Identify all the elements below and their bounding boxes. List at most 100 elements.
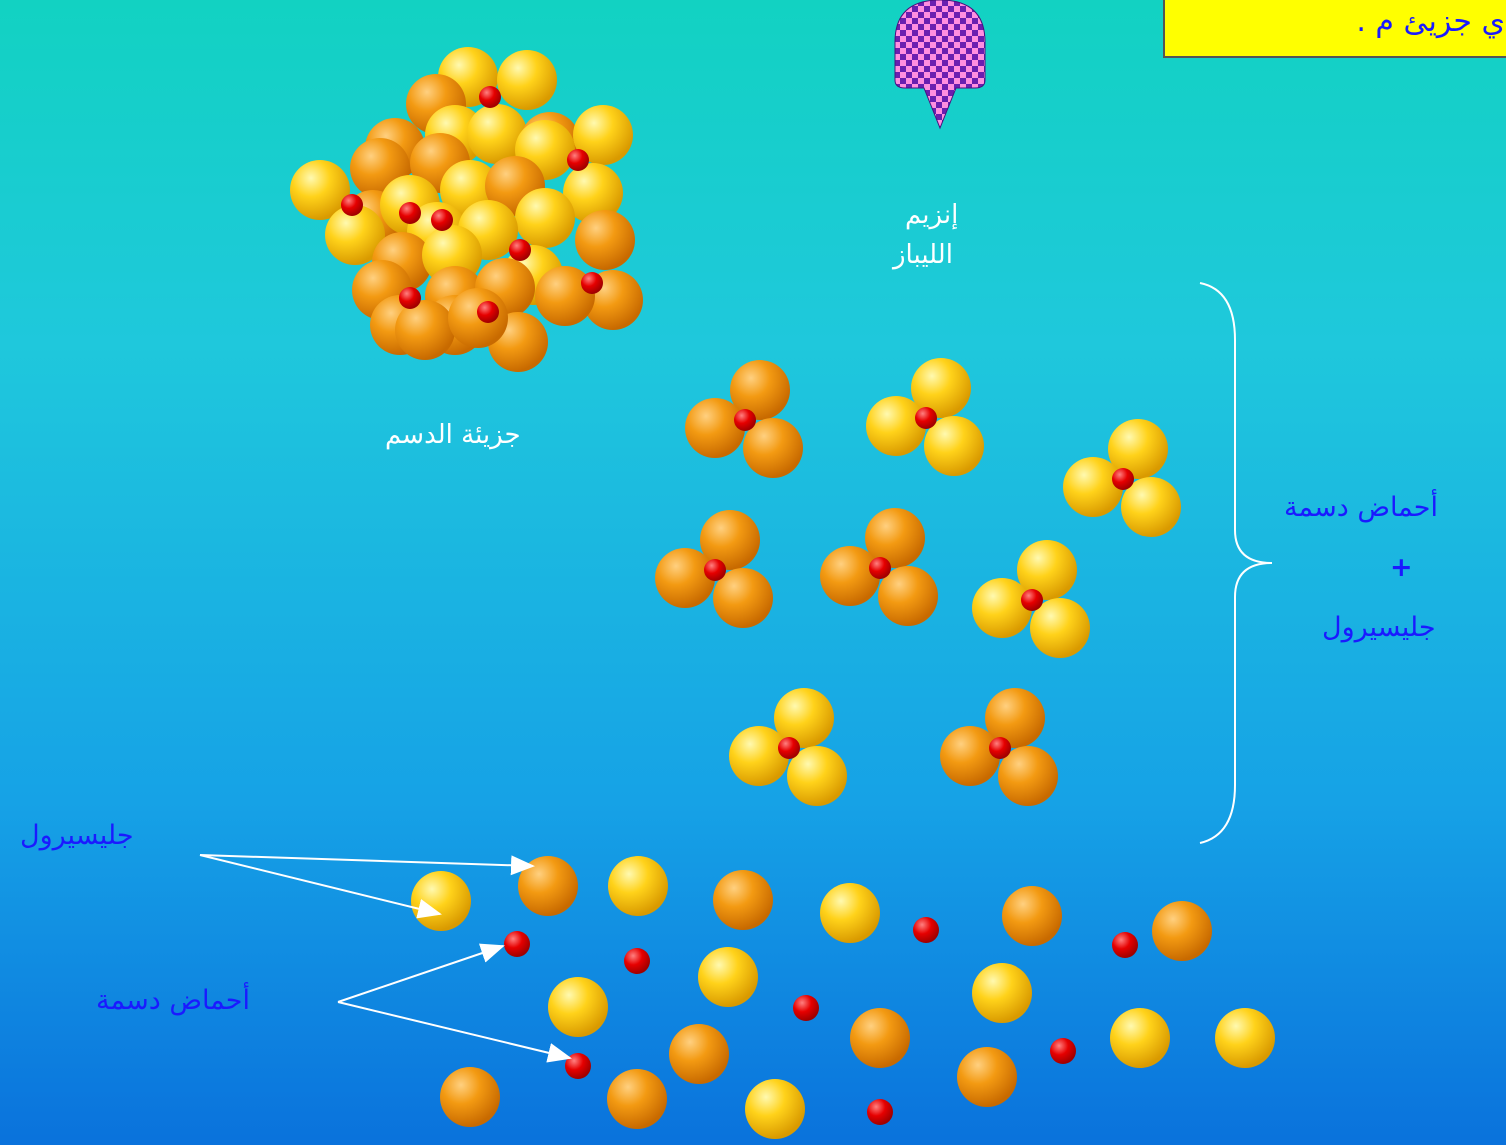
loose-ball xyxy=(745,1079,805,1139)
flower-petal xyxy=(866,396,926,456)
flower-petal xyxy=(655,548,715,608)
flower-center xyxy=(778,737,800,759)
flower-petal xyxy=(924,416,984,476)
lipase-enzyme-icon xyxy=(894,0,986,130)
triglyceride xyxy=(729,688,847,806)
flower-petal xyxy=(787,746,847,806)
loose-ball xyxy=(607,1069,667,1129)
fat-cluster-ball xyxy=(497,50,557,110)
loose-ball xyxy=(1002,886,1062,946)
flower-center xyxy=(704,559,726,581)
flower-petal xyxy=(774,688,834,748)
loose-fatty-acid xyxy=(1112,932,1138,958)
loose-ball xyxy=(850,1008,910,1068)
flower-petal xyxy=(729,726,789,786)
loose-ball xyxy=(1110,1008,1170,1068)
loose-ball xyxy=(1215,1008,1275,1068)
flower-petal xyxy=(713,568,773,628)
fat-cluster-ball xyxy=(467,104,527,164)
triglyceride-products xyxy=(655,358,1181,806)
fat-cluster-link xyxy=(567,149,589,171)
flower-petal xyxy=(1121,477,1181,537)
flower-petal xyxy=(985,688,1045,748)
triglyceride xyxy=(655,510,773,628)
fat-cluster-link xyxy=(399,202,421,224)
flower-center xyxy=(915,407,937,429)
fat-cluster-ball xyxy=(325,205,385,265)
flower-petal xyxy=(998,746,1058,806)
flower-petal xyxy=(1108,419,1168,479)
flower-petal xyxy=(730,360,790,420)
flower-petal xyxy=(1063,457,1123,517)
glycerol-arrows xyxy=(199,854,535,919)
fat-cluster-ball xyxy=(575,210,635,270)
triglyceride xyxy=(972,540,1090,658)
curly-brace xyxy=(1199,282,1273,844)
title-text: ي جزيئ م . xyxy=(1356,4,1505,39)
flower-petal xyxy=(1017,540,1077,600)
loose-fatty-acid xyxy=(504,931,530,957)
flower-petal xyxy=(940,726,1000,786)
loose-ball xyxy=(1152,901,1212,961)
flower-center xyxy=(1112,468,1134,490)
glycerol-label: جليسيرول xyxy=(20,820,134,851)
fat-molecule-label: جزيئة الدسم xyxy=(385,420,521,450)
flower-petal xyxy=(911,358,971,418)
products-label-line2: جليسيرول xyxy=(1322,612,1436,643)
flower-petal xyxy=(878,566,938,626)
triglyceride xyxy=(940,688,1058,806)
fat-cluster-ball xyxy=(535,266,595,326)
loose-fatty-acid xyxy=(624,948,650,974)
flower-center xyxy=(869,557,891,579)
flower-center xyxy=(734,409,756,431)
fat-cluster-link xyxy=(399,287,421,309)
flower-petal xyxy=(820,546,880,606)
flower-petal xyxy=(685,398,745,458)
fat-cluster-link xyxy=(479,86,501,108)
products-label-line1: أحماض دسمة xyxy=(1284,492,1438,523)
flower-petal xyxy=(743,418,803,478)
flower-center xyxy=(1021,589,1043,611)
loose-ball xyxy=(972,963,1032,1023)
fat-cluster-link xyxy=(581,272,603,294)
fat-cluster-link xyxy=(431,209,453,231)
triglyceride xyxy=(866,358,984,476)
fatty-acid-arrows xyxy=(337,943,572,1063)
loose-ball xyxy=(820,883,880,943)
loose-fatty-acid xyxy=(793,995,819,1021)
loose-ball xyxy=(411,871,471,931)
loose-fatty-acid xyxy=(867,1099,893,1125)
fat-cluster-ball xyxy=(290,160,350,220)
loose-ball xyxy=(713,870,773,930)
loose-ball xyxy=(957,1047,1017,1107)
flower-petal xyxy=(865,508,925,568)
enzyme-label-line1: إنزيم xyxy=(905,200,959,230)
flower-petal xyxy=(1030,598,1090,658)
flower-petal xyxy=(972,578,1032,638)
fat-cluster-link xyxy=(509,239,531,261)
fat-cluster-ball xyxy=(448,288,508,348)
fat-cluster-link xyxy=(477,301,499,323)
fatty-acids-label: أحماض دسمة xyxy=(96,985,250,1016)
enzyme-label-line2: الليباز xyxy=(893,240,953,270)
loose-ball xyxy=(698,947,758,1007)
loose-fatty-acid xyxy=(913,917,939,943)
fat-cluster-ball xyxy=(395,300,455,360)
loose-fatty-acid xyxy=(1050,1038,1076,1064)
products-plus: + xyxy=(1390,552,1413,583)
triglyceride xyxy=(820,508,938,626)
fat-cluster-ball xyxy=(515,188,575,248)
loose-molecules xyxy=(411,856,1275,1139)
fat-cluster-link xyxy=(341,194,363,216)
loose-ball xyxy=(608,856,668,916)
triglyceride xyxy=(1063,419,1181,537)
loose-ball xyxy=(669,1024,729,1084)
loose-ball xyxy=(440,1067,500,1127)
triglyceride xyxy=(685,360,803,478)
title-banner: ي جزيئ م . xyxy=(1163,0,1506,58)
flower-petal xyxy=(700,510,760,570)
loose-ball xyxy=(548,977,608,1037)
fat-molecule-cluster xyxy=(290,47,643,372)
